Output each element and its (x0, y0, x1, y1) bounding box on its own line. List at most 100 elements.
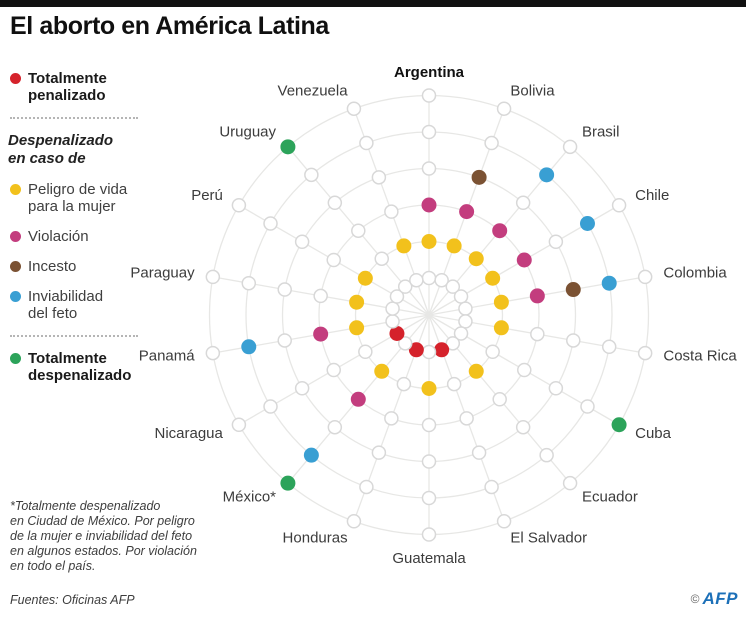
legend-item-peligro-vida: Peligro de vida para la mujer (8, 181, 156, 215)
legend-item-incesto: Incesto (8, 258, 156, 275)
legend-heading-despenalizado: Despenalizado en caso de (8, 132, 114, 167)
empty-node (445, 336, 461, 351)
legend: Totalmente penalizado Despenalizado en c… (8, 70, 156, 397)
empty-node (580, 399, 595, 414)
legend-item-label: Totalmente penalizado (28, 70, 107, 104)
country-label-Colombia: Colombia (663, 265, 727, 282)
empty-node (484, 135, 499, 151)
empty-node (294, 381, 310, 396)
empty-node (601, 339, 617, 355)
legend-item-label: Incesto (28, 258, 77, 275)
empty-node (515, 419, 531, 435)
dot-México*-peligro_vida (374, 363, 390, 379)
dot-Chile-peligro_vida (485, 270, 501, 286)
empty-node (263, 216, 278, 231)
dot-México*-violacion (350, 391, 366, 407)
legend-item-label: Peligro de vida para la mujer (28, 181, 128, 215)
copyright-icon: © (690, 592, 700, 606)
dot-Colombia-peligro_vida (493, 294, 509, 310)
empty-node (530, 326, 545, 342)
dot-Colombia-violacion (529, 288, 545, 304)
legend-divider (10, 335, 138, 337)
source-credit: Fuentes: Oficinas AFP (10, 593, 135, 607)
empty-node (304, 167, 319, 183)
empty-node (548, 381, 564, 396)
dot-Bolivia-incesto (471, 169, 487, 185)
legend-item-label: Totalmente despenalizado (28, 350, 132, 384)
dot-Uruguay-totalmente_despenalizado (280, 139, 296, 155)
empty-node (496, 101, 512, 116)
empty-node (517, 362, 532, 378)
empty-node (346, 514, 362, 529)
dot-Brasil-inviabilidad (539, 167, 555, 183)
country-label-Chile: Chile (635, 187, 669, 204)
empty-node (371, 445, 387, 460)
empty-node (385, 301, 400, 316)
empty-node (326, 362, 341, 378)
legend-item-totalmente-despenalizado: Totalmente despenalizado (8, 350, 156, 384)
empty-node (371, 170, 387, 185)
country-label-Brasil: Brasil (582, 124, 620, 141)
empty-node (548, 234, 564, 249)
legend-dot-violacion (10, 231, 21, 242)
empty-node (409, 272, 424, 288)
empty-node (263, 399, 278, 414)
dot-Venezuela-peligro_vida (396, 238, 412, 254)
dot-Chile-violacion (516, 252, 532, 268)
empty-node (277, 333, 292, 348)
country-label-El Salvador: El Salvador (510, 530, 587, 547)
legend-item-label: Violación (28, 228, 89, 245)
empty-node (496, 514, 512, 529)
country-label-Perú: Perú (191, 187, 223, 204)
empty-node (421, 270, 437, 286)
dot-Panamá-inviabilidad (241, 339, 257, 355)
dot-Argentina-peligro_vida (421, 234, 437, 249)
empty-node (515, 195, 531, 211)
country-label-Costa Rica: Costa Rica (663, 347, 737, 364)
legend-dot-totalmente-penalizado (10, 73, 21, 84)
country-label-Bolivia: Bolivia (510, 82, 555, 99)
dot-Colombia-incesto (565, 282, 581, 298)
dot-El Salvador-totalmente_penalizado (434, 342, 450, 358)
empty-node (421, 490, 437, 506)
empty-node (205, 269, 221, 285)
top-black-bar (0, 0, 746, 7)
empty-node (446, 376, 462, 392)
empty-node (327, 195, 343, 211)
empty-node (231, 198, 247, 213)
dot-Colombia-inviabilidad (601, 275, 617, 291)
empty-node (637, 269, 653, 285)
empty-node (346, 101, 362, 116)
empty-node (539, 447, 554, 463)
empty-node (396, 376, 412, 392)
empty-node (471, 445, 487, 460)
empty-node (611, 198, 627, 213)
empty-node (492, 392, 507, 407)
dot-Brasil-peligro_vida (468, 251, 484, 267)
country-label-México*: México* (223, 488, 277, 505)
empty-node (397, 279, 413, 294)
empty-node (484, 479, 499, 495)
afp-logo: © AFP (691, 589, 738, 609)
country-label-Panamá: Panamá (139, 347, 196, 364)
country-label-Guatemala: Guatemala (392, 550, 466, 567)
country-label-Cuba: Cuba (635, 425, 672, 442)
empty-node (205, 345, 221, 361)
empty-node (294, 234, 310, 249)
empty-node (421, 124, 437, 140)
country-label-Uruguay: Uruguay (219, 124, 276, 141)
legend-item-inviabilidad: Inviabilidad del feto (8, 288, 156, 322)
country-label-Ecuador: Ecuador (582, 488, 638, 505)
dot-Bolivia-peligro_vida (446, 238, 462, 254)
country-label-Nicaragua: Nicaragua (155, 425, 224, 442)
empty-node (385, 314, 400, 329)
dot-Brasil-violacion (492, 223, 508, 239)
empty-node (485, 344, 500, 359)
empty-node (458, 314, 473, 329)
empty-node (421, 161, 437, 176)
empty-node (384, 204, 399, 219)
empty-node (458, 301, 473, 316)
empty-node (351, 223, 366, 238)
legend-dot-inviabilidad (10, 291, 21, 302)
